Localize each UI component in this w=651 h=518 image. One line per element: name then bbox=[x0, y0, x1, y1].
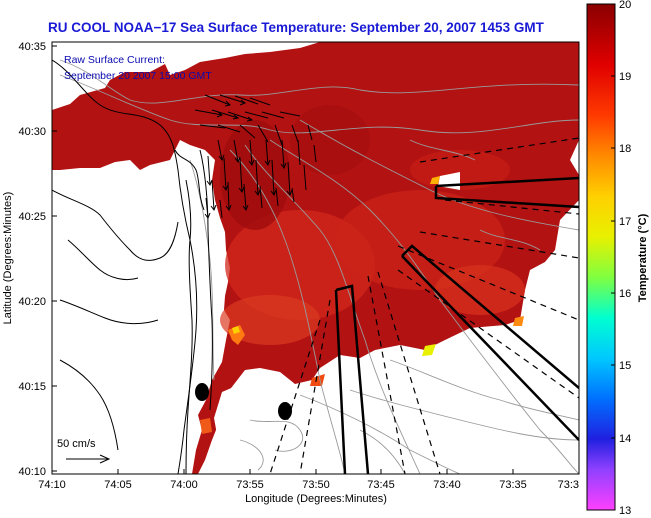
colorbar-tick-label: 18 bbox=[619, 143, 631, 155]
sst-cool-strip bbox=[430, 176, 440, 184]
colorbar bbox=[586, 3, 616, 511]
sst-cool-strip bbox=[310, 374, 325, 386]
sst-cool-strip bbox=[228, 325, 245, 345]
sst-cold-core bbox=[290, 105, 370, 175]
y-tick-label: 40:20 bbox=[18, 296, 46, 308]
sst-warm-patch bbox=[220, 295, 320, 345]
scale-arrow-head bbox=[99, 454, 111, 464]
colorbar-tick-label: 15 bbox=[619, 360, 631, 372]
sst-gap bbox=[150, 181, 172, 195]
zone-outline-south bbox=[334, 284, 370, 474]
legend-line-2: September 20 2007 15:00 GMT bbox=[64, 70, 212, 82]
colorbar-tick-label: 14 bbox=[619, 433, 631, 445]
bathymetry-contours bbox=[59, 59, 579, 474]
current-vector-heads bbox=[204, 99, 293, 220]
colorbar-tick-label: 16 bbox=[619, 288, 631, 300]
coastline bbox=[52, 59, 213, 474]
y-tick-label: 40:30 bbox=[18, 126, 46, 138]
x-tick-label: 73:35 bbox=[499, 479, 527, 491]
legend-line-1: Raw Surface Current: bbox=[64, 54, 165, 66]
colorbar-tick-marks bbox=[611, 75, 615, 439]
zone-outline-east-1b bbox=[435, 176, 579, 188]
current-vectors bbox=[194, 94, 317, 219]
y-tick-labels: 40:35 40:30 40:25 40:20 40:15 40:10 bbox=[18, 41, 46, 478]
colorbar-tick-label: 17 bbox=[619, 216, 631, 228]
x-tick-label: 74:05 bbox=[104, 479, 132, 491]
y-tick-label: 40:35 bbox=[18, 41, 46, 53]
sst-gap bbox=[214, 386, 240, 440]
y-tick-label: 40:10 bbox=[18, 466, 46, 478]
colorbar-tick-labels: 20 19 18 17 16 15 14 13 bbox=[619, 0, 631, 517]
shipping-lanes-dashed bbox=[269, 137, 579, 474]
station-marker bbox=[195, 383, 209, 401]
x-tick-label: 73:55 bbox=[236, 479, 264, 491]
colorbar-tick-label: 19 bbox=[619, 71, 631, 83]
y-tick-label: 40:25 bbox=[18, 211, 46, 223]
sst-cool-strip bbox=[513, 316, 524, 326]
colorbar-label: Temperature (°C) bbox=[637, 213, 649, 302]
sst-cool-strip bbox=[200, 418, 212, 434]
y-tick-label: 40:15 bbox=[18, 381, 46, 393]
anchorage-zones bbox=[334, 176, 579, 474]
zone-outline-east-1 bbox=[434, 186, 579, 209]
sst-cool-strip bbox=[422, 344, 436, 356]
x-tick-label: 73:45 bbox=[367, 479, 395, 491]
station-marker bbox=[278, 402, 292, 420]
sst-cool-strip bbox=[232, 326, 240, 334]
x-tick-label: 73:3 bbox=[558, 479, 579, 491]
x-tick-label: 73:40 bbox=[433, 479, 461, 491]
x-tick-labels: 74:10 74:05 74:00 73:55 73:50 73:45 73:4… bbox=[38, 479, 579, 491]
sst-warm-patch bbox=[335, 190, 505, 290]
map-layers bbox=[52, 42, 579, 474]
x-tick-label: 74:10 bbox=[38, 479, 66, 491]
zone-outline-southeast bbox=[401, 244, 579, 441]
scale-label: 50 cm/s bbox=[57, 438, 96, 450]
axis-tick-marks bbox=[51, 45, 514, 474]
x-axis-label: Longitude (Degrees:Minutes) bbox=[245, 493, 387, 505]
sst-cold-core bbox=[220, 120, 290, 230]
sst-warm-patch bbox=[435, 265, 525, 315]
map-title: RU COOL NOAA−17 Sea Surface Temperature:… bbox=[48, 20, 544, 35]
x-tick-label: 73:50 bbox=[302, 479, 330, 491]
colorbar-tick-label: 20 bbox=[619, 0, 631, 11]
x-tick-label: 74:00 bbox=[170, 479, 198, 491]
colorbar-tick-label: 13 bbox=[619, 505, 631, 517]
y-axis-label: Latitude (Degrees:Minutes) bbox=[2, 192, 14, 325]
